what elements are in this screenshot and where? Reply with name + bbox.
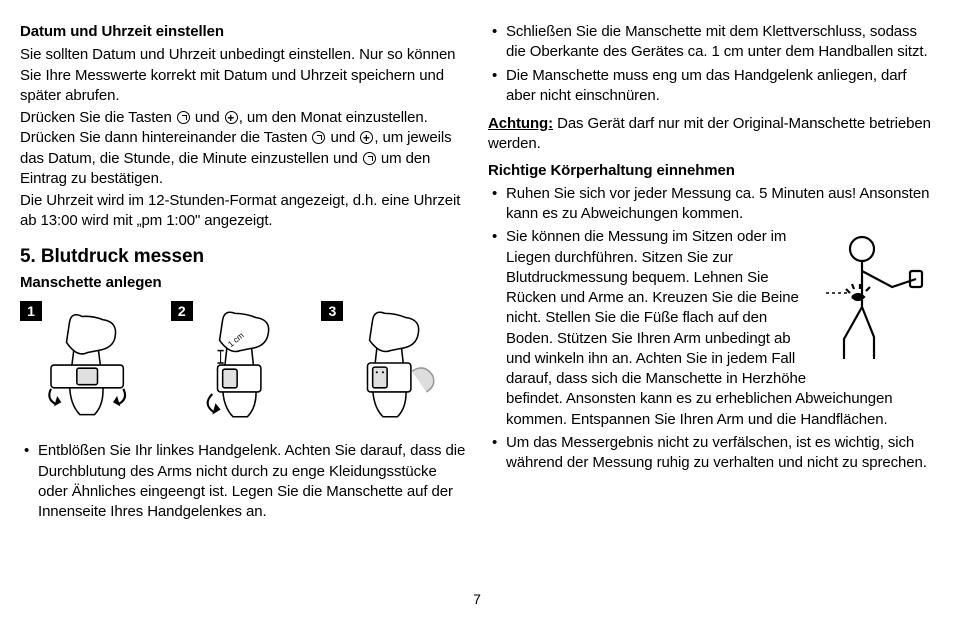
achtung-text: Das Gerät darf nur mit der Original-Mans… xyxy=(488,115,931,152)
text: Drücken Sie die Tasten xyxy=(20,109,176,126)
wrist-diagram-1-icon xyxy=(20,301,165,435)
achtung-label: Achtung: xyxy=(488,115,553,132)
list-item: Entblößen Sie Ihr linkes Handgelenk. Ach… xyxy=(20,441,466,522)
clock-icon xyxy=(312,131,325,144)
figure-number: 2 xyxy=(171,301,193,321)
plus-icon xyxy=(225,111,238,124)
para-instructions: Drücken Sie die Tasten und , um den Mona… xyxy=(20,108,466,189)
list-item: Schließen Sie die Manschette mit dem Kle… xyxy=(488,22,934,63)
bullet-list-right-1: Schließen Sie die Manschette mit dem Kle… xyxy=(488,22,934,106)
wrist-diagram-3-icon xyxy=(321,301,466,435)
para-format: Die Uhrzeit wird im 12-Stunden-Format an… xyxy=(20,191,466,232)
list-item: Die Manschette muss eng um das Handgelen… xyxy=(488,66,934,107)
right-column: Schließen Sie die Manschette mit dem Kle… xyxy=(488,22,934,582)
posture-figure xyxy=(824,229,934,369)
list-item: Sie können die Messung im Sitzen oder im… xyxy=(488,227,934,430)
para-intro: Sie sollten Datum und Uhrzeit unbedingt … xyxy=(20,45,466,106)
list-item: Um das Messergebnis nicht zu verfälschen… xyxy=(488,433,934,474)
list-item: Ruhen Sie sich vor jeder Messung ca. 5 M… xyxy=(488,184,934,225)
left-column: Datum und Uhrzeit einstellen Sie sollten… xyxy=(20,22,466,582)
page-number: 7 xyxy=(20,590,934,609)
figure-row: 1 2 xyxy=(20,301,466,431)
figure-number: 3 xyxy=(321,301,343,321)
svg-text:1 cm: 1 cm xyxy=(226,331,245,349)
figure-number: 1 xyxy=(20,301,42,321)
text: und xyxy=(326,129,359,146)
achtung-para: Achtung: Das Gerät darf nur mit der Orig… xyxy=(488,114,934,155)
figure-3: 3 xyxy=(321,301,466,431)
bullet-list-left: Entblößen Sie Ihr linkes Handgelenk. Ach… xyxy=(20,441,466,522)
text: und xyxy=(191,109,224,126)
clock-icon xyxy=(177,111,190,124)
heading-koerperhaltung: Richtige Körperhaltung einnehmen xyxy=(488,161,934,181)
figure-2: 2 1 cm xyxy=(171,301,316,431)
wrist-diagram-2-icon: 1 cm xyxy=(171,301,316,435)
heading-blutdruck: 5. Blutdruck messen xyxy=(20,244,466,270)
subheading-manschette: Manschette anlegen xyxy=(20,273,466,293)
heading-datum: Datum und Uhrzeit einstellen xyxy=(20,22,466,42)
bullet-list-right-2: Ruhen Sie sich vor jeder Messung ca. 5 M… xyxy=(488,184,934,474)
clock-icon xyxy=(363,152,376,165)
plus-icon xyxy=(360,131,373,144)
figure-1: 1 xyxy=(20,301,165,431)
posture-icon xyxy=(824,229,934,369)
